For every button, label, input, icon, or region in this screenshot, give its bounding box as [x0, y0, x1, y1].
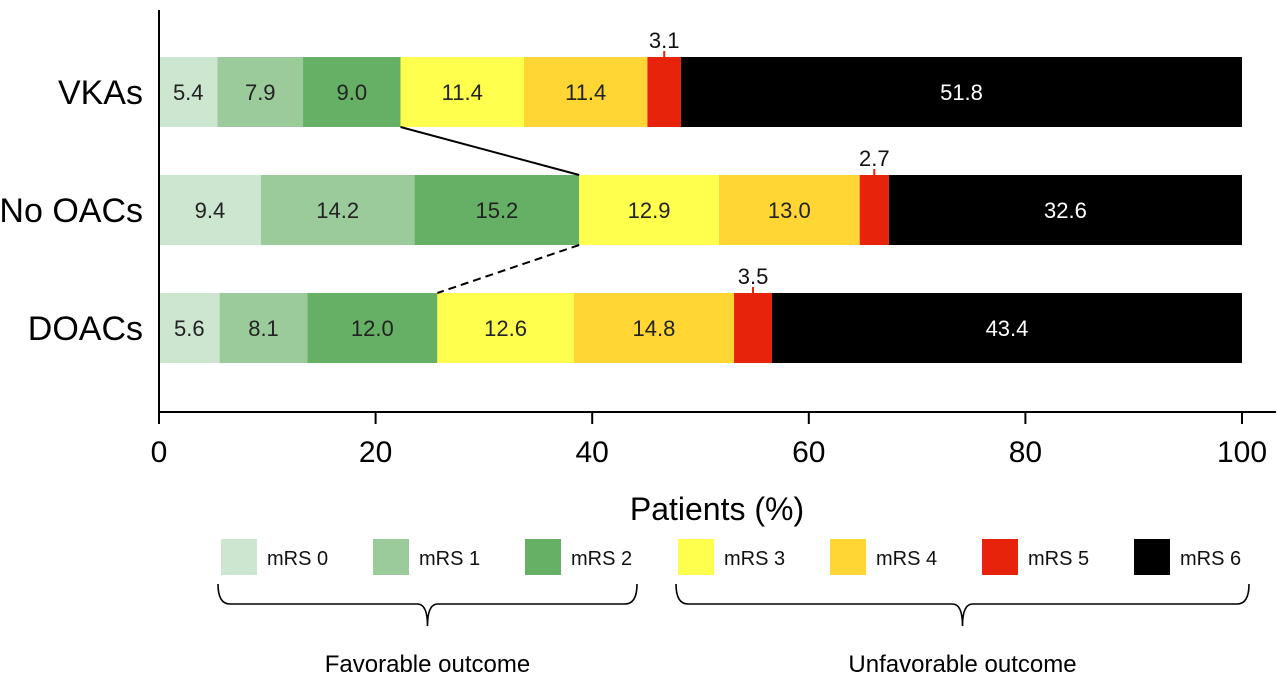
data-label: 14.2 — [316, 198, 359, 223]
bar-segment — [159, 57, 218, 127]
data-label: 32.6 — [1044, 198, 1087, 223]
legend-label: mRS 6 — [1180, 548, 1241, 570]
bar-segment — [414, 175, 580, 245]
connectors-layer — [400, 126, 580, 294]
x-tick-label: 0 — [151, 436, 168, 469]
legend-swatch — [373, 539, 409, 575]
connector-dashed — [437, 244, 580, 294]
category-label: DOACs — [28, 310, 143, 348]
category-label: No OACs — [0, 192, 143, 230]
data-label: 9.4 — [195, 198, 226, 223]
legend-swatch — [982, 539, 1018, 575]
legend-item: mRS 4 — [830, 539, 937, 575]
bar-segment — [219, 293, 308, 363]
legend-label: mRS 2 — [571, 548, 632, 570]
legend-label: mRS 5 — [1028, 548, 1089, 570]
bar-segment — [647, 57, 682, 127]
legend-swatch — [525, 539, 561, 575]
legend-label: mRS 4 — [876, 548, 937, 570]
outcome-group: Unfavorable outcome — [675, 583, 1250, 676]
bar-segment — [159, 293, 220, 363]
legend-item: mRS 6 — [1134, 539, 1241, 575]
legend-swatch — [1134, 539, 1170, 575]
bar-group-vkas: 5.4 7.9 9.0 11.4 11.4 3.1 51.8 VKAs — [58, 28, 1242, 127]
outcome-brace — [217, 583, 638, 627]
bar-segment — [217, 57, 304, 127]
data-label: 15.2 — [475, 198, 518, 223]
axes-layer: 0 20 40 60 80 100 Patients (%) — [151, 10, 1276, 527]
data-label: 5.4 — [173, 80, 204, 105]
data-label: 13.0 — [768, 198, 811, 223]
data-label: 14.8 — [633, 316, 676, 341]
bar-segment — [307, 293, 438, 363]
outcome-label: Favorable outcome — [325, 651, 530, 676]
bar-segment — [303, 57, 401, 127]
x-tick-label: 20 — [359, 436, 392, 469]
data-label: 3.5 — [738, 264, 769, 289]
bar-segment — [400, 57, 524, 127]
bar-group-doacs: 5.6 8.1 12.0 12.6 14.8 3.5 43.4 DOACs — [28, 264, 1242, 363]
legend-item: mRS 3 — [678, 539, 785, 575]
legend-swatch — [830, 539, 866, 575]
data-label: 11.4 — [565, 80, 606, 105]
data-label: 5.6 — [174, 316, 205, 341]
legend-label: mRS 1 — [419, 548, 480, 570]
bar-segment — [260, 175, 415, 245]
bar-segment — [718, 175, 860, 245]
x-tick-label: 100 — [1217, 436, 1267, 469]
data-label: 12.0 — [351, 316, 394, 341]
outcome-label: Unfavorable outcome — [848, 651, 1076, 676]
category-label: VKAs — [58, 74, 143, 112]
data-label: 12.9 — [628, 198, 671, 223]
bars-layer: 5.4 7.9 9.0 11.4 11.4 3.1 51.8 VKAs 9.4 14.2 15.2 1… — [0, 28, 1242, 363]
x-tick-label: 60 — [792, 436, 825, 469]
legend-item: mRS 0 — [221, 539, 328, 575]
legend: mRS 0 mRS 1 mRS 2 mRS 3 mRS 4 mRS 5 mRS 6 Favor… — [217, 539, 1250, 676]
legend-label: mRS 3 — [724, 548, 785, 570]
bar-segment — [859, 175, 889, 245]
data-label: 12.6 — [484, 316, 527, 341]
bar-segment — [573, 293, 735, 363]
bar-segment — [681, 57, 1242, 127]
data-label: 51.8 — [940, 80, 983, 105]
data-label: 3.1 — [649, 28, 680, 53]
legend-item: mRS 2 — [525, 539, 632, 575]
bar-segment — [159, 175, 261, 245]
legend-label: mRS 0 — [267, 548, 328, 570]
bar-segment — [771, 293, 1242, 363]
data-label: 8.1 — [248, 316, 279, 341]
bar-segment — [523, 57, 648, 127]
legend-swatch — [678, 539, 714, 575]
x-axis-title: Patients (%) — [630, 491, 804, 527]
outcome-group: Favorable outcome — [217, 583, 638, 676]
data-label: 9.0 — [336, 80, 367, 105]
bar-group-no-oacs: 9.4 14.2 15.2 12.9 13.0 2.7 32.6 No OACs — [0, 146, 1242, 245]
bar-segment — [437, 293, 574, 363]
data-label: 11.4 — [442, 80, 483, 105]
data-label: 7.9 — [245, 80, 276, 105]
bar-segment — [579, 175, 719, 245]
data-label: 43.4 — [986, 316, 1029, 341]
x-tick-label: 40 — [576, 436, 609, 469]
x-tick-label: 80 — [1009, 436, 1042, 469]
bar-segment — [734, 293, 772, 363]
legend-item: mRS 5 — [982, 539, 1089, 575]
legend-item: mRS 1 — [373, 539, 480, 575]
legend-swatch — [221, 539, 257, 575]
data-label: 2.7 — [859, 146, 890, 171]
bar-segment — [888, 175, 1242, 245]
connector-solid — [400, 126, 580, 176]
outcome-brace — [675, 583, 1250, 627]
